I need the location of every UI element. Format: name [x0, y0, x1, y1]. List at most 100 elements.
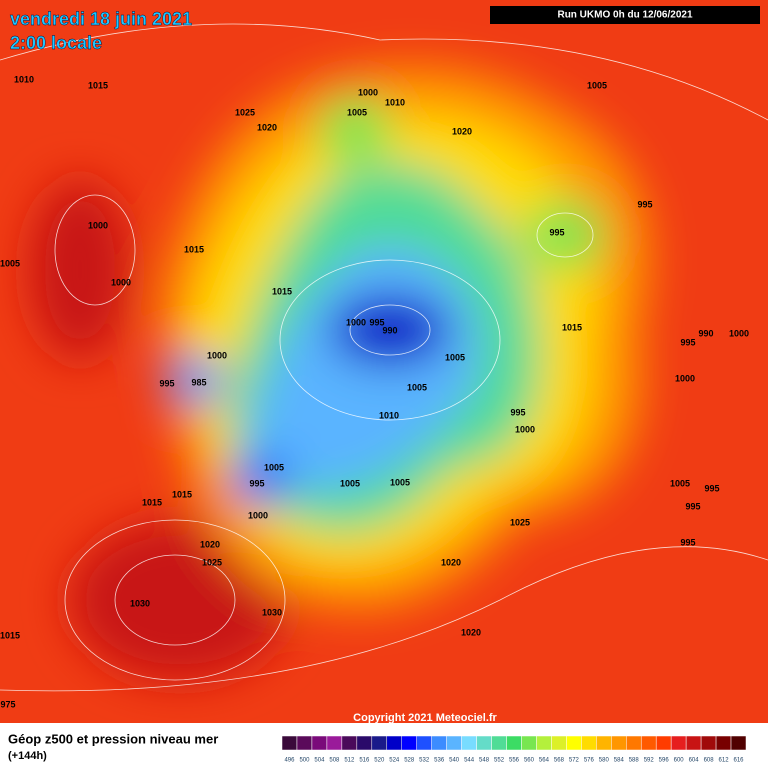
scale-label: 500: [299, 758, 310, 764]
scale-swatch: [476, 735, 492, 751]
scale-swatch: [401, 735, 417, 751]
scale-swatch: [551, 735, 567, 751]
scale-label: 540: [449, 758, 460, 764]
isobar-label: 1025: [202, 557, 222, 567]
isobar-label: 995: [159, 378, 174, 388]
isobar-label: 1005: [347, 107, 367, 117]
scale-label: 544: [464, 758, 475, 764]
scale-swatch: [296, 735, 313, 751]
scale-label: 572: [569, 758, 580, 764]
isobar-label: 1000: [111, 277, 131, 287]
scale-label: 496: [284, 758, 295, 764]
scale-swatch: [506, 735, 522, 751]
isobar-label: 1015: [184, 244, 204, 254]
isobar-label: 1000: [675, 373, 695, 383]
scale-swatch: [566, 735, 582, 751]
scale-swatch: [461, 735, 477, 751]
isobar-label: 1010: [385, 97, 405, 107]
scale-swatch: [416, 735, 432, 751]
scale-swatch: [700, 735, 717, 751]
scale-label: 596: [659, 758, 670, 764]
isobar-label: 1005: [445, 352, 465, 362]
isobar-label: 1015: [562, 322, 582, 332]
isobar-label: 1025: [235, 107, 255, 117]
isobar-label: 1005: [340, 478, 360, 488]
isobar-label: 1015: [272, 286, 292, 296]
isobar-label: 995: [680, 337, 695, 347]
scale-swatch: [685, 735, 702, 751]
scale-swatch: [611, 735, 627, 751]
legend-lead: (+144h): [8, 750, 47, 762]
scale-label: 520: [374, 758, 385, 764]
scale-swatch: [640, 735, 657, 751]
scale-label: 548: [479, 758, 490, 764]
scale-label: 556: [509, 758, 520, 764]
scale-label: 616: [734, 758, 745, 764]
scale-swatch: [581, 735, 597, 751]
isobar-label: 995: [510, 407, 525, 417]
isobar-label: 1005: [587, 80, 607, 90]
scale-swatch: [596, 735, 612, 751]
copyright: Copyright 2021 Meteociel.fr: [353, 712, 497, 724]
scale-swatch: [281, 735, 298, 751]
scale-label: 588: [629, 758, 640, 764]
scale-swatch: [386, 735, 402, 751]
scale-label: 504: [314, 758, 325, 764]
legend-title: Géop z500 et pression niveau mer: [8, 731, 218, 746]
scale-swatch: [655, 735, 672, 751]
scale-label: 592: [644, 758, 655, 764]
scale-swatch: [536, 735, 552, 751]
isobar-label: 995: [680, 537, 695, 547]
isobar-labels: 1010101510251020100010101005102010059959…: [0, 74, 749, 709]
scale-swatch: [491, 735, 507, 751]
scale-swatch: [715, 735, 732, 751]
isobar-label: 995: [369, 317, 384, 327]
scale-label: 512: [344, 758, 355, 764]
isobar-label: 995: [549, 227, 564, 237]
isobar-label: 1020: [200, 539, 220, 549]
isobar-label: 1010: [14, 74, 34, 84]
isobar-label: 995: [249, 478, 264, 488]
geopotential-field: [0, 0, 768, 723]
isobar-label: 995: [685, 501, 700, 511]
isobar-label: 1005: [390, 477, 410, 487]
scale-swatch: [446, 735, 462, 751]
isobar-label: 985: [191, 377, 206, 387]
isobar-label: 1025: [510, 517, 530, 527]
scale-label: 584: [614, 758, 625, 764]
scale-label: 528: [404, 758, 415, 764]
isobar-label: 1015: [172, 489, 192, 499]
isobar-label: 1015: [142, 497, 162, 507]
isobar-label: 995: [704, 483, 719, 493]
isobar-label: 1005: [264, 462, 284, 472]
scale-label: 524: [389, 758, 400, 764]
isobar-label: 1000: [248, 510, 268, 520]
isobar-label: 1005: [407, 382, 427, 392]
scale-swatch: [431, 735, 447, 751]
scale-swatch: [341, 735, 358, 751]
isobar-label: 1030: [130, 598, 150, 608]
scale-swatch: [371, 735, 388, 751]
scale-label: 600: [674, 758, 685, 764]
isobar-label: 990: [698, 328, 713, 338]
isobar-label: 1010: [379, 410, 399, 420]
scale-label: 516: [359, 758, 370, 764]
scale-swatch: [626, 735, 642, 751]
scale-label: 604: [689, 758, 700, 764]
map-title: vendredi 18 juin 2021: [10, 9, 192, 29]
scale-label: 532: [419, 758, 430, 764]
isobar-label: 1000: [207, 350, 227, 360]
scale-label: 536: [434, 758, 445, 764]
isobar-label: 1005: [670, 478, 690, 488]
map-subtitle: 2:00 locale: [10, 33, 102, 53]
isobar-label: 1000: [88, 220, 108, 230]
scale-swatch: [311, 735, 328, 751]
run-info: Run UKMO 0h du 12/06/2021: [557, 10, 692, 21]
isobar-label: 1020: [461, 627, 481, 637]
isobar-label: 1015: [88, 80, 108, 90]
isobar-label: 990: [382, 325, 397, 335]
scale-label: 564: [539, 758, 550, 764]
run-box: [490, 6, 760, 24]
scale-label: 580: [599, 758, 610, 764]
